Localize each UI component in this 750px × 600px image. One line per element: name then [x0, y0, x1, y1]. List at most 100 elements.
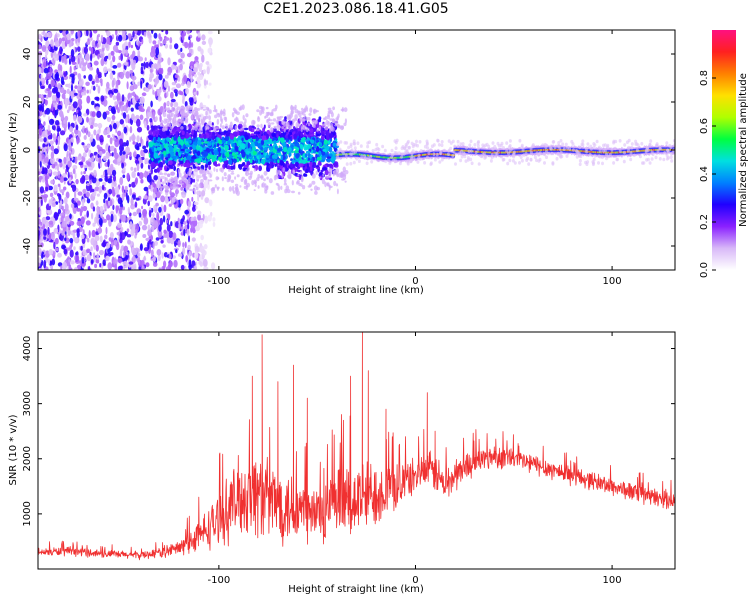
spectrogram-cell [182, 215, 185, 221]
spectrogram-cell [187, 183, 190, 190]
spectrogram-cell [212, 158, 217, 162]
spectrogram-cell [266, 119, 269, 124]
spectrogram-cell [117, 257, 123, 263]
spectrogram-cell [239, 105, 243, 111]
spectrogram-cell [186, 155, 191, 161]
spectrogram-cell [106, 30, 111, 37]
spectrogram-cell [175, 151, 179, 156]
spectrogram-cell [91, 111, 96, 118]
spectrogram-cell [115, 41, 120, 46]
spectrogram-cell [147, 84, 152, 90]
spectrogram-cell [181, 226, 184, 231]
spectrogram-cell [125, 49, 129, 56]
spectrogram-cell [68, 152, 71, 159]
spectrogram-cell [95, 244, 99, 252]
spectrogram-cell [136, 118, 141, 127]
spectrogram-cell [48, 199, 51, 207]
spectrogram-cell [231, 143, 236, 147]
spectrogram-cell [81, 66, 87, 71]
spectrogram-cell [162, 265, 166, 270]
spectrogram-cell [43, 156, 49, 164]
spectrogram-cell [313, 185, 318, 191]
spectrogram-cell [40, 85, 45, 89]
spectrogram-cell [253, 168, 256, 172]
spectrogram-cell [141, 38, 144, 45]
spectrogram-cell [318, 125, 322, 131]
spectrogram-cell [170, 101, 174, 108]
spectrogram-cell [80, 234, 85, 240]
spectrogram-cell [89, 66, 94, 71]
spectrogram-cell [129, 151, 132, 157]
spectrogram-cell [178, 172, 182, 178]
spectrogram-cell [204, 197, 210, 204]
spectrogram-cell [215, 168, 219, 173]
spectrogram-cell [67, 220, 70, 225]
spectrogram-cell [271, 132, 276, 137]
spectrogram-cell [169, 260, 172, 269]
spectrogram-cell [270, 122, 275, 125]
spectrogram-cell [318, 118, 322, 123]
spectrogram-cell [260, 150, 263, 153]
spectrogram-cell [172, 155, 177, 160]
spectrogram-cell [61, 192, 64, 196]
spectrogram-cell [179, 180, 183, 183]
spectrogram-cell [253, 131, 258, 135]
spectrogram-cell [50, 151, 55, 159]
spectrogram-cell [213, 167, 216, 172]
spectrogram-cell [62, 186, 67, 191]
spectrogram-cell [204, 215, 209, 224]
spectrogram-cell [83, 46, 88, 54]
spectrogram-cell [118, 55, 121, 61]
spectrogram-cell [251, 141, 255, 148]
spectrogram-cell [170, 98, 176, 103]
spectrogram-cell [74, 156, 78, 164]
spectrogram-cell [327, 121, 331, 127]
spectrogram-cell [244, 135, 249, 141]
spectrogram-cell [130, 197, 134, 206]
spectrogram-cell [165, 30, 169, 35]
spectrogram-cell [178, 58, 183, 63]
spectrogram-cell [193, 63, 198, 68]
spectrogram-cell [70, 49, 75, 58]
spectrogram-cell [165, 130, 171, 136]
spectrogram-cell [47, 124, 51, 132]
spectrogram-cell [269, 112, 274, 116]
spectrogram-cell [163, 118, 168, 121]
spectrogram-cell [75, 254, 80, 263]
spectrogram-cell [58, 193, 62, 201]
spectrogram-cell [119, 138, 124, 146]
spectrogram-cell [199, 254, 203, 261]
spectrogram-cell [59, 175, 64, 183]
spectrogram-cell [318, 176, 322, 179]
spectrogram-cell [45, 209, 52, 214]
spectrogram-cell [59, 161, 63, 168]
spectrogram-cell [40, 194, 44, 201]
spectrogram-cell [162, 215, 166, 223]
spectrogram-cell [175, 188, 179, 195]
spectrogram-cell [137, 81, 140, 87]
spectrogram-cell [252, 151, 257, 155]
spectrogram-cell [200, 219, 204, 225]
spectrogram-cell [61, 205, 64, 211]
spectrogram-cell [277, 169, 281, 176]
spectrogram-cell [63, 156, 67, 164]
spectrogram-cell [212, 134, 215, 141]
spectrogram-cell [313, 143, 317, 147]
spectrogram-cell [85, 191, 91, 198]
spectrogram-cell [70, 137, 74, 143]
spectrogram-cell [125, 146, 130, 154]
spectrogram-cell [203, 151, 209, 157]
spectrogram-cell [40, 74, 43, 79]
spectrogram-cell [139, 114, 144, 121]
spectrogram-cell [70, 260, 75, 265]
spectrogram-cell [95, 83, 99, 88]
spectrogram-cell [147, 31, 151, 39]
spectrogram-cell [121, 132, 124, 141]
spectrogram-cell [89, 32, 93, 38]
spectrogram-cell [148, 141, 154, 148]
spectrogram-cell [183, 228, 186, 237]
spectrogram-cell [116, 194, 120, 198]
spectrogram-cell [290, 104, 293, 111]
spectrogram-cell [89, 89, 92, 94]
